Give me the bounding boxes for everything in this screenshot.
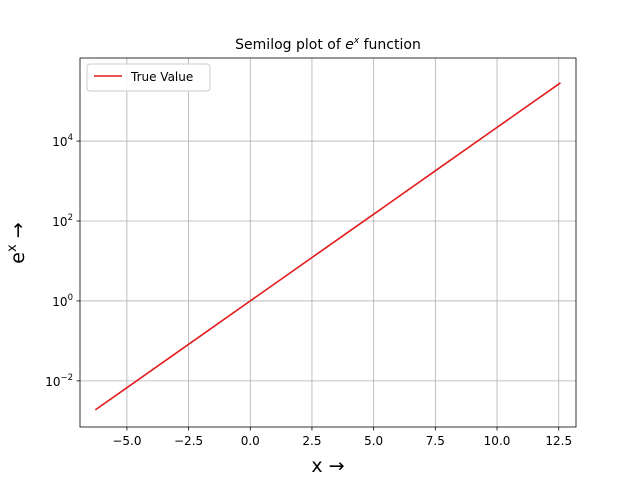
chart-title: Semilog plot of ex function — [235, 36, 421, 53]
x-tick-label: 7.5 — [426, 434, 445, 448]
series-line-true-value — [94, 82, 561, 411]
legend: True Value — [86, 63, 211, 92]
grid — [80, 58, 576, 427]
plot-frame — [79, 57, 577, 428]
x-tick-label: 12.5 — [545, 434, 572, 448]
legend-label-true-value: True Value — [130, 70, 193, 84]
legend-box — [86, 63, 211, 92]
y-axis-label-arrow: → — [7, 222, 29, 244]
x-tick-label: −2.5 — [174, 434, 203, 448]
y-axis-label-base: e — [7, 252, 29, 264]
y-tick-label-base: 10 — [52, 295, 67, 309]
x-tick-label: 5.0 — [364, 434, 383, 448]
y-tick-label: 10−2 — [45, 373, 73, 389]
y-tick-label-exponent: 0 — [68, 293, 73, 303]
x-tick-label: −5.0 — [112, 434, 141, 448]
x-tick-label: 2.5 — [302, 434, 321, 448]
x-axis-label: x → — [311, 455, 344, 477]
y-axis-label-superscript: x — [5, 244, 20, 252]
y-tick-label-exponent: −2 — [60, 373, 73, 383]
y-tick-label: 102 — [52, 213, 73, 229]
y-tick-label-exponent: 4 — [68, 133, 73, 143]
y-tick-label: 104 — [52, 133, 73, 149]
x-axis-ticks: −5.0 −2.5 0.0 2.5 5.0 7.5 10.0 12.5 — [112, 427, 572, 448]
y-tick-label-exponent: 2 — [68, 213, 73, 223]
y-tick-label: 100 — [52, 293, 73, 309]
y-tick-label-base: 10 — [52, 135, 67, 149]
chart-title-rest: function — [359, 37, 421, 53]
chart-title-base: Semilog plot of — [235, 37, 345, 53]
y-axis-label: ex → — [5, 222, 29, 263]
y-tick-label-base: 10 — [45, 375, 60, 389]
chart-title-symbol: e — [345, 37, 354, 53]
series-layer — [94, 82, 561, 411]
chart-title-superscript: x — [353, 36, 360, 46]
x-tick-label: 0.0 — [241, 434, 260, 448]
y-tick-label-base: 10 — [52, 215, 67, 229]
x-tick-label: 10.0 — [484, 434, 511, 448]
